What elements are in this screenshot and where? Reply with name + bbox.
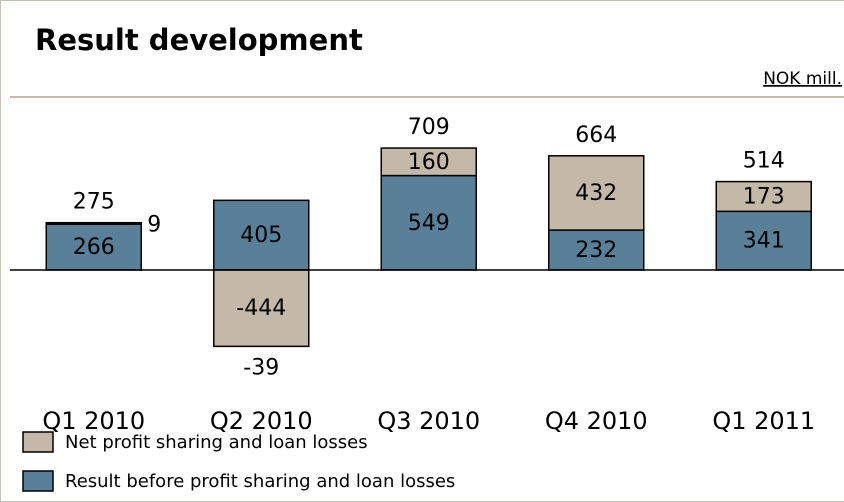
segment-label: 173 bbox=[743, 184, 785, 209]
unit-label: NOK mill. bbox=[763, 69, 842, 89]
bar-segment bbox=[715, 180, 812, 213]
x-tick-label: Q1 2011 bbox=[712, 407, 815, 435]
segment-label: 160 bbox=[408, 150, 450, 175]
bar-segment bbox=[45, 221, 142, 225]
x-tick-label: Q2 2010 bbox=[210, 407, 313, 435]
total-label: 664 bbox=[575, 123, 617, 148]
legend-label: Result before profit sharing and loan lo… bbox=[65, 471, 455, 492]
x-tick-label: Q3 2010 bbox=[377, 407, 480, 435]
segment-label: 341 bbox=[743, 229, 785, 254]
segment-label: 549 bbox=[408, 211, 450, 236]
legend-swatch bbox=[22, 431, 54, 453]
x-tick-label: Q1 2010 bbox=[42, 407, 145, 435]
bar-segment bbox=[380, 147, 477, 177]
bar-segment bbox=[548, 155, 645, 231]
total-label: 275 bbox=[73, 190, 115, 215]
legend-swatch bbox=[22, 470, 54, 492]
segment-label: 405 bbox=[240, 223, 282, 248]
segment-label: -444 bbox=[236, 296, 286, 321]
bar-segment bbox=[45, 223, 142, 271]
segment-label: 266 bbox=[73, 235, 115, 260]
segment-label: 432 bbox=[575, 181, 617, 206]
total-label: 514 bbox=[743, 149, 785, 174]
total-label: 709 bbox=[408, 115, 450, 140]
chart-title: Result development bbox=[35, 23, 363, 57]
legend-label: Net profit sharing and loan losses bbox=[65, 432, 368, 453]
total-label: -39 bbox=[243, 355, 279, 380]
segment-label: 232 bbox=[575, 238, 617, 263]
x-tick-label: Q4 2010 bbox=[545, 407, 648, 435]
segment-label: 9 bbox=[147, 212, 161, 237]
bar-segment bbox=[715, 210, 812, 271]
